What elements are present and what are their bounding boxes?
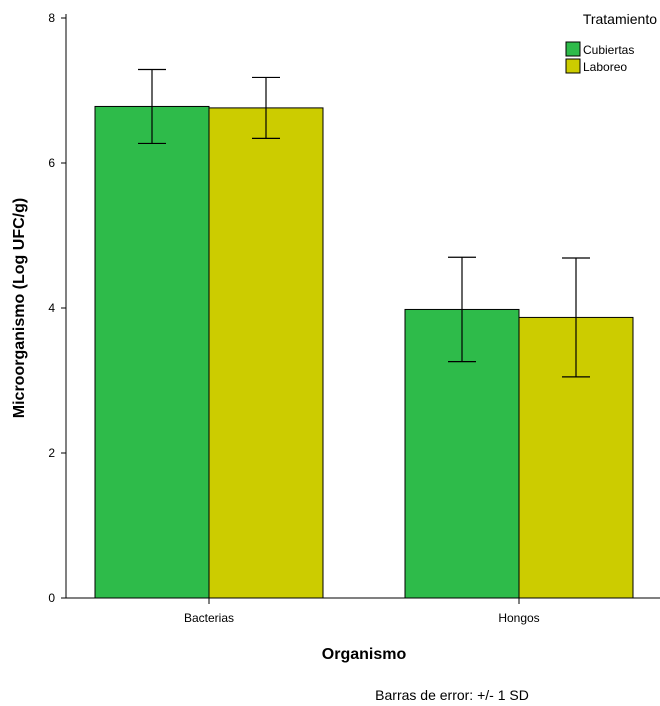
x-tick-label: Hongos [498, 611, 539, 625]
y-axis-label: Microorganismo (Log UFC/g) [11, 198, 28, 418]
y-tick-label: 2 [48, 446, 55, 460]
x-axis-label: Organismo [322, 646, 407, 663]
y-tick-label: 0 [48, 591, 55, 605]
x-ticks: Bacterias Hongos [184, 598, 540, 625]
y-ticks: 0 2 4 6 8 [48, 11, 66, 605]
y-tick-label: 6 [48, 156, 55, 170]
legend-label-laboreo: Laboreo [583, 60, 627, 74]
bars [94, 105, 634, 599]
x-tick-label: Bacterias [184, 611, 234, 625]
error-bar-footnote: Barras de error: +/- 1 SD [375, 687, 529, 703]
y-tick-label: 8 [48, 11, 55, 25]
bar-laboreo-bacterias [208, 107, 324, 599]
legend: Tratamiento Cubiertas Laboreo [565, 11, 657, 74]
legend-swatch-laboreo [565, 58, 581, 74]
legend-swatch-cubiertas [565, 41, 581, 57]
y-tick-label: 4 [48, 301, 55, 315]
bar-cubiertas-bacterias [94, 105, 210, 599]
legend-title: Tratamiento [583, 11, 657, 27]
legend-label-cubiertas: Cubiertas [583, 43, 634, 57]
error-bars [138, 68, 590, 378]
legend-items: Cubiertas Laboreo [565, 41, 634, 74]
